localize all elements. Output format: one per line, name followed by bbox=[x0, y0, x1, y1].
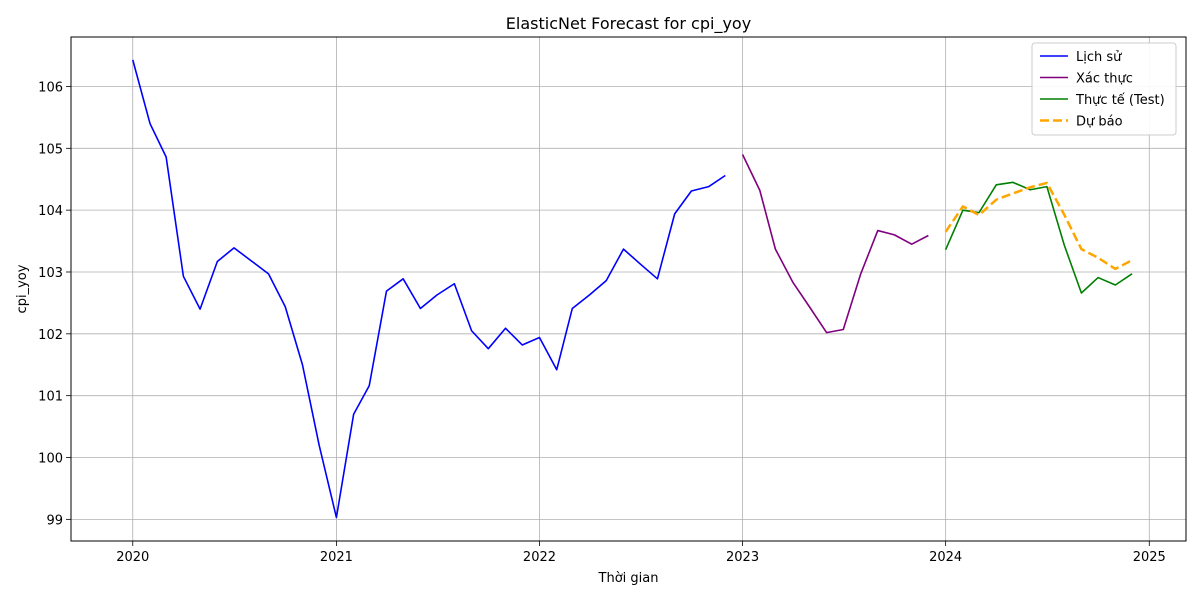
x-tick-label: 2022 bbox=[523, 550, 556, 565]
series-line-3 bbox=[944, 181, 1133, 271]
series-line-1 bbox=[741, 154, 929, 334]
y-tick-label: 104 bbox=[38, 204, 63, 219]
series-lines bbox=[131, 59, 1133, 519]
legend-label-0: Lịch sử bbox=[1076, 50, 1122, 65]
legend-label-1: Xác thực bbox=[1076, 72, 1133, 87]
axis-ticks: 2020 2021 2022 2023 2024 2025 99 100 101 102 103 10… bbox=[38, 80, 1166, 565]
x-tick-label: 2021 bbox=[320, 550, 353, 565]
plot-area-frame bbox=[70, 36, 1187, 542]
series-line-0 bbox=[131, 59, 726, 519]
y-tick-label: 106 bbox=[38, 80, 63, 95]
x-tick-label: 2020 bbox=[116, 550, 149, 565]
y-tick-label: 105 bbox=[38, 142, 63, 157]
x-tick-label: 2024 bbox=[929, 550, 962, 565]
y-tick-label: 99 bbox=[46, 513, 63, 528]
y-tick-label: 103 bbox=[38, 266, 63, 281]
y-tick-label: 100 bbox=[38, 452, 63, 467]
y-tick-label: 102 bbox=[38, 328, 63, 343]
legend: Lịch sử Xác thực Thực tế (Test) Dự báo bbox=[1031, 42, 1177, 136]
chart-title: ElasticNet Forecast for cpi_yoy bbox=[506, 14, 751, 34]
legend-box bbox=[1031, 42, 1177, 136]
x-tick-label: 2025 bbox=[1133, 550, 1166, 565]
legend-label-3: Dự báo bbox=[1076, 115, 1123, 130]
series-line-2 bbox=[944, 181, 1133, 294]
x-tick-label: 2023 bbox=[726, 550, 759, 565]
x-axis-title: Thời gian bbox=[598, 571, 659, 586]
y-axis-title: cpi_yoy bbox=[15, 264, 30, 313]
y-tick-label: 101 bbox=[38, 390, 63, 405]
legend-label-2: Thực tế (Test) bbox=[1075, 93, 1165, 108]
